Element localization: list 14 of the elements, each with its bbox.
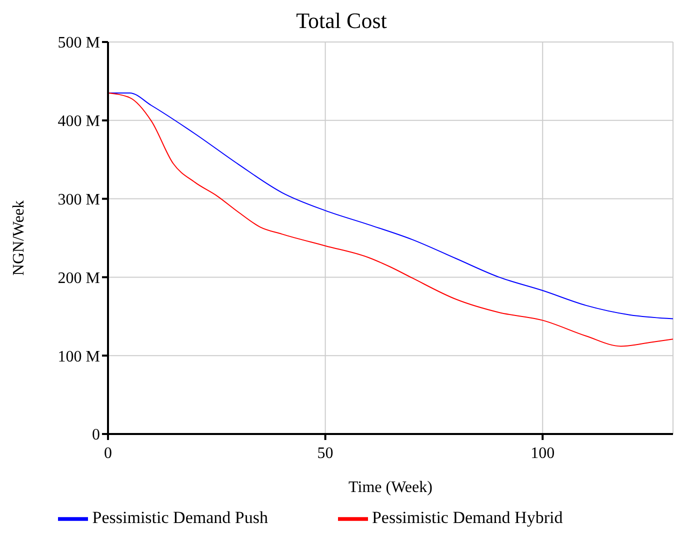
x-axis-title: Time (Week) <box>348 479 432 496</box>
chart-title: Total Cost <box>295 8 388 34</box>
y-tick-label: 100 M <box>58 348 100 366</box>
x-tick-label: 50 <box>317 445 334 462</box>
y-tick-label: 300 M <box>58 191 100 208</box>
y-tick-label: 400 M <box>58 113 100 130</box>
legend-label: Pessimistic Demand Hybrid <box>372 508 563 527</box>
y-tick-label: 0 <box>92 426 100 444</box>
x-tick-label: 0 <box>104 445 112 462</box>
legend-label: Pessimistic Demand Push <box>92 508 268 527</box>
y-tick-label: 500 M <box>58 34 100 52</box>
y-tick-label: 200 M <box>58 270 100 287</box>
x-tick-label: 100 <box>530 445 555 462</box>
y-axis-title: NGN/Week <box>10 200 28 276</box>
